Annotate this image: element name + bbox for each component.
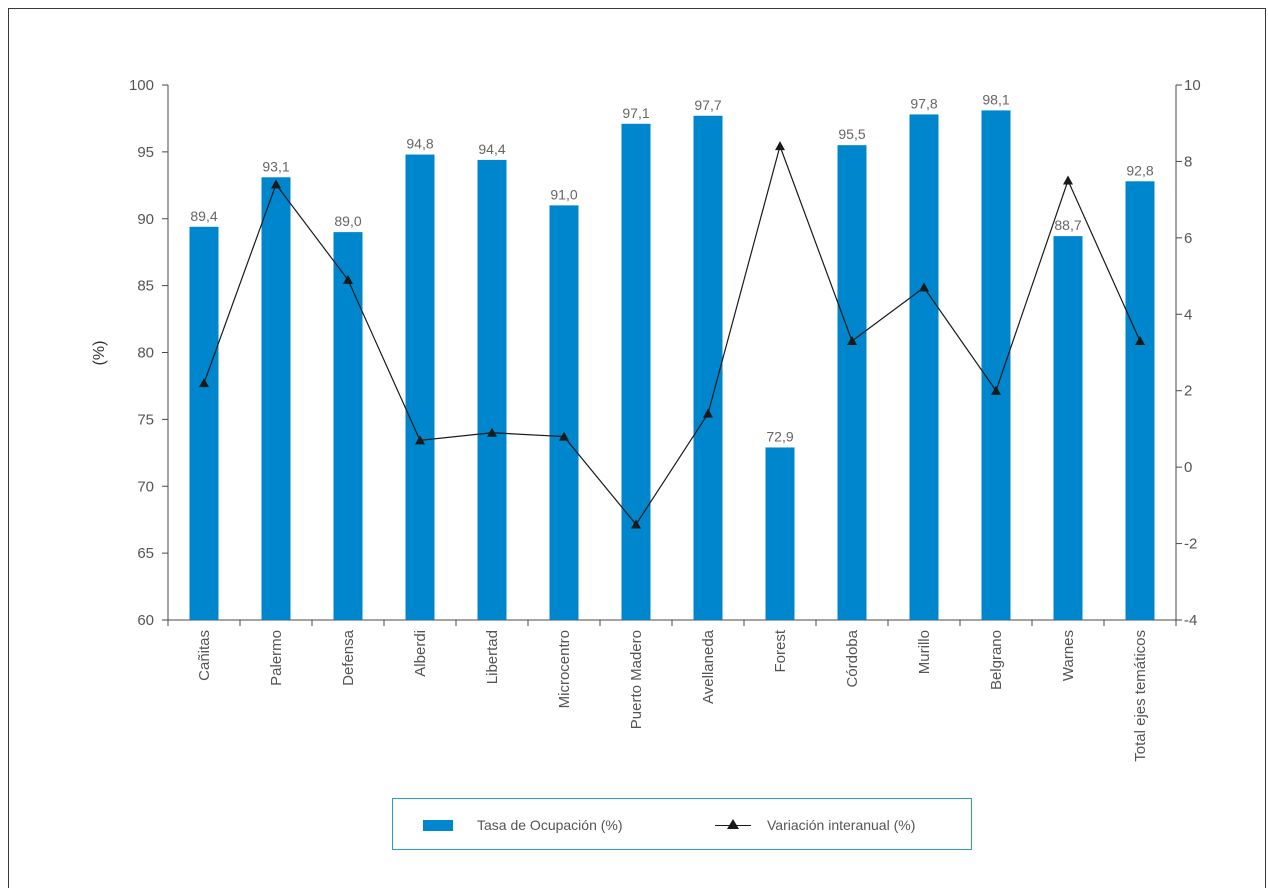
x-category-label: Libertad: [484, 630, 501, 684]
x-category-label: Warnes: [1060, 630, 1077, 681]
x-category-label: Córdoba: [844, 629, 861, 687]
variation-line: [199, 141, 1145, 529]
bar-value-label: 89,0: [334, 213, 361, 229]
bar: [981, 110, 1011, 620]
y-tick-label: 75: [137, 411, 154, 428]
x-category-label: Puerto Madero: [628, 630, 645, 729]
x-category-label: Murillo: [916, 630, 933, 674]
y2-tick-label: 10: [1184, 77, 1201, 94]
x-category-label: Belgrano: [988, 630, 1005, 690]
legend-item-variation: Variación interanual (%): [715, 815, 915, 835]
variation-point: [1135, 336, 1145, 346]
variation-polyline: [203, 144, 1141, 526]
bar: [261, 177, 291, 620]
variation-point: [631, 519, 641, 529]
x-category-label: Defensa: [340, 629, 357, 686]
bar: [333, 232, 363, 620]
x-category-label: Avellaneda: [700, 629, 717, 704]
y-tick-label: 65: [137, 545, 154, 562]
legend-swatch-bar: [423, 819, 453, 831]
variation-point: [775, 141, 785, 151]
bar-value-label: 97,8: [910, 95, 937, 111]
y-tick-label: 85: [137, 278, 154, 295]
y-tick-label: 100: [129, 77, 154, 94]
variation-point: [919, 282, 929, 292]
bar-value-label: 89,4: [190, 208, 217, 224]
bar: [477, 159, 507, 620]
bar: [693, 115, 723, 620]
x-category-label: Palermo: [268, 630, 285, 686]
axes: 60 65 70 75 80 85 90 95 100 -4 -2 0 2 4 6 8 10 Cañitas Pal…: [129, 77, 1201, 762]
bar-value-label: 72,9: [766, 428, 793, 444]
x-category-label: Forest: [772, 629, 789, 672]
data-labels: 89,4 93,1 89,0 94,8 94,4 91,0 97,1 97,7 72,9 95,5…: [190, 91, 1153, 444]
x-category-label: Alberdi: [412, 630, 429, 677]
y2-tick-label: 8: [1184, 153, 1192, 170]
bars: [189, 110, 1155, 621]
y2-tick-label: -4: [1184, 612, 1197, 629]
y-tick-label: 60: [137, 612, 154, 629]
bar-value-label: 95,5: [838, 126, 865, 142]
legend-label-variation: Variación interanual (%): [767, 817, 916, 833]
variation-point: [487, 427, 497, 437]
bar: [765, 447, 795, 620]
variation-point: [343, 274, 353, 284]
y2-tick-label: 6: [1184, 230, 1192, 247]
bar: [549, 205, 579, 620]
y2-tick-label: -2: [1184, 536, 1197, 553]
bar: [837, 145, 867, 620]
y2-tick-label: 0: [1184, 459, 1192, 476]
legend-label-occupancy: Tasa de Ocupación (%): [477, 817, 623, 833]
bar-value-label: 93,1: [262, 158, 289, 174]
variation-point: [199, 378, 209, 388]
x-category-label: Microcentro: [556, 630, 573, 708]
variation-point: [991, 385, 1001, 395]
x-category-label: Cañitas: [196, 630, 213, 681]
y-tick-label: 70: [137, 478, 154, 495]
bar: [621, 123, 651, 620]
bar-value-label: 88,7: [1054, 217, 1081, 233]
variation-point: [559, 431, 569, 441]
bar: [909, 114, 939, 621]
bar: [1125, 181, 1155, 621]
y-tick-label: 90: [137, 211, 154, 228]
legend: Tasa de Ocupación (%) Variación interanu…: [392, 798, 972, 850]
bar-value-label: 94,4: [478, 141, 505, 157]
variation-point: [703, 408, 713, 418]
bar-value-label: 98,1: [982, 91, 1009, 107]
y2-tick-label: 2: [1184, 383, 1192, 400]
bar-value-label: 91,0: [550, 186, 577, 202]
bar: [1053, 236, 1083, 620]
bar-value-label: 97,1: [622, 105, 649, 121]
legend-swatch-line: [715, 819, 751, 831]
bar: [189, 226, 219, 620]
variation-point: [1063, 175, 1073, 185]
chart-frame: [8, 8, 1266, 888]
y2-tick-label: 4: [1184, 306, 1192, 323]
legend-item-occupancy: Tasa de Ocupación (%): [423, 815, 623, 835]
y-axis-label: (%): [91, 341, 108, 366]
variation-point: [847, 336, 857, 346]
y-tick-label: 80: [137, 345, 154, 362]
bar-value-label: 94,8: [406, 136, 433, 152]
bar: [405, 154, 435, 621]
bar-value-label: 92,8: [1126, 162, 1153, 178]
variation-point: [271, 179, 281, 189]
variation-point: [415, 435, 425, 445]
y-tick-label: 95: [137, 144, 154, 161]
bar-value-label: 97,7: [694, 97, 721, 113]
x-category-label: Total ejes temáticos: [1132, 630, 1149, 762]
